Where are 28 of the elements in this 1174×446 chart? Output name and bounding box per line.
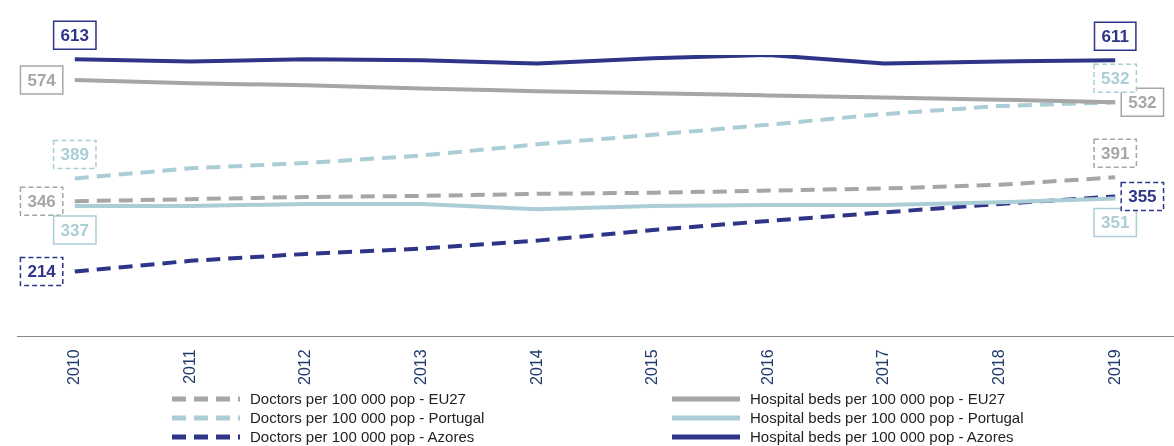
data-label: 613 [60,25,89,45]
x-tick-label: 2017 [874,349,892,385]
data-label: 611 [1101,27,1129,47]
x-tick-label: 2012 [296,349,314,385]
legend-label: Hospital beds per 100 000 pop - Azores [750,428,1014,445]
data-label: 355 [1128,187,1157,207]
legend-label: Hospital beds per 100 000 pop - EU27 [750,390,1006,407]
data-label: 391 [1101,144,1130,164]
data-label: 351 [1101,213,1130,233]
data-label: 389 [60,145,89,165]
x-tick-label: 2016 [758,349,776,385]
x-tick-label: 2013 [412,349,430,385]
legend-label: Hospital beds per 100 000 pop - Portugal [750,409,1024,426]
x-tick-label: 2019 [1105,349,1123,385]
x-tick-label: 2015 [643,349,661,385]
x-tick-label: 2011 [180,349,198,384]
x-tick-label: 2014 [527,349,545,385]
data-label: 532 [1101,69,1130,89]
data-label: 214 [27,262,57,282]
x-tick-label: 2018 [990,349,1008,385]
data-label: 532 [1128,93,1157,113]
legend-label: Doctors per 100 000 pop - EU27 [250,390,466,407]
data-label: 574 [27,70,57,90]
x-tick-label: 2010 [65,349,83,385]
data-label: 337 [60,220,89,240]
data-label: 346 [27,191,56,211]
legend-label: Doctors per 100 000 pop - Portugal [250,409,485,426]
legend-label: Doctors per 100 000 pop - Azores [250,428,475,445]
